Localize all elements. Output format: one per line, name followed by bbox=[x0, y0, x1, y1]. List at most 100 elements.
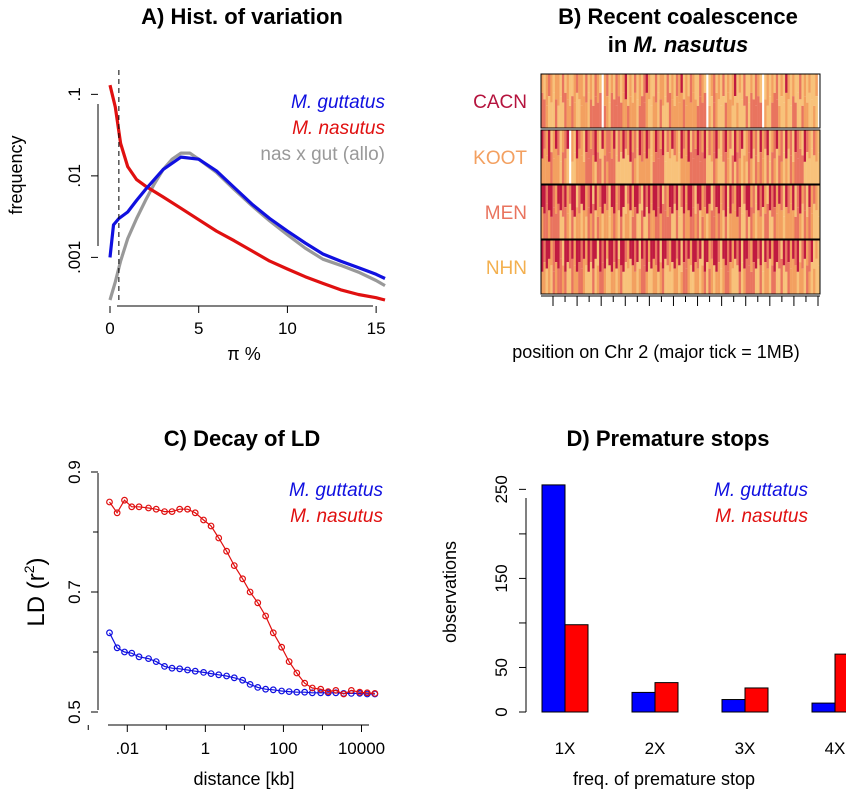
panel-b-cell bbox=[687, 130, 690, 162]
panel-b-cell bbox=[766, 240, 770, 269]
panel-b-cell bbox=[680, 92, 684, 128]
panel-b-cell bbox=[552, 185, 556, 208]
panel-b-cell bbox=[575, 92, 579, 128]
panel-c-point bbox=[223, 672, 230, 680]
panel-b-cell bbox=[778, 105, 781, 128]
panel-b-cell bbox=[699, 161, 702, 184]
panel-b-cell bbox=[617, 130, 621, 162]
panel-b-cell bbox=[610, 185, 614, 208]
panel-a-legend-nasutus: M. nasutus bbox=[292, 118, 385, 139]
panel-b-cell bbox=[685, 240, 688, 269]
panel-b-cell bbox=[575, 185, 579, 208]
panel-b-cell bbox=[666, 152, 670, 184]
panel-b-cell bbox=[668, 185, 672, 208]
panel-b-cell bbox=[592, 105, 595, 128]
panel-b-cell bbox=[624, 130, 628, 149]
panel-a-line-m-guttatus bbox=[108, 155, 386, 280]
panel-b-cell bbox=[813, 268, 816, 294]
panel-b-cell bbox=[559, 130, 563, 162]
panel-b-cell bbox=[661, 240, 665, 269]
panel-a-series bbox=[108, 84, 386, 302]
panel-b-cell bbox=[603, 74, 607, 106]
panel-b-cell bbox=[552, 271, 556, 294]
panel-b-cell bbox=[757, 74, 760, 97]
panel-b-cell bbox=[706, 262, 709, 294]
panel-c-point bbox=[262, 685, 270, 693]
panel-b-cell bbox=[678, 74, 681, 103]
panel-b-cell bbox=[787, 130, 790, 149]
panel-b-cell bbox=[764, 148, 767, 184]
panel-b-cell bbox=[682, 262, 686, 294]
panel-b-cell bbox=[699, 185, 702, 211]
panel-b-cell bbox=[757, 210, 760, 239]
panel-b-cell bbox=[780, 185, 783, 211]
panel-d-bar-m-nasutus-2x bbox=[654, 682, 679, 713]
panel-b-cell bbox=[541, 185, 544, 208]
panel-b-cell bbox=[785, 92, 788, 128]
panel-b-cell bbox=[541, 74, 544, 93]
panel-b-cell bbox=[754, 240, 758, 269]
panel-b-cell bbox=[792, 130, 795, 162]
panel-b-cell bbox=[631, 74, 635, 103]
panel-b-cell bbox=[666, 102, 670, 128]
panel-b-cell bbox=[715, 207, 718, 239]
panel-b-cell bbox=[713, 240, 716, 266]
panel-b-cell bbox=[759, 74, 763, 103]
panel-b-cell bbox=[738, 74, 742, 93]
panel-b-row-men: MEN bbox=[485, 184, 821, 240]
panel-b-cell bbox=[587, 271, 591, 294]
panel-b-cell bbox=[813, 105, 816, 128]
panel-b-cell bbox=[552, 74, 556, 93]
panel-c-point bbox=[215, 534, 223, 542]
panel-b-cell bbox=[717, 240, 721, 263]
panel-b-cell bbox=[729, 74, 732, 100]
panel-b-cell bbox=[752, 99, 756, 128]
panel-b-cell bbox=[603, 105, 607, 128]
panel-b-cell bbox=[582, 258, 586, 294]
panel-b-cell bbox=[710, 96, 714, 128]
panel-c-point bbox=[113, 644, 121, 652]
panel-b-cell bbox=[582, 130, 586, 162]
panel-b-cell bbox=[785, 240, 788, 272]
panel-b-cell bbox=[722, 74, 725, 97]
panel-b-cell bbox=[789, 240, 793, 269]
panel-b-cell bbox=[673, 74, 677, 106]
panel-b-cell bbox=[731, 268, 735, 294]
panel-b-cell bbox=[759, 102, 763, 128]
panel-b-cell bbox=[745, 240, 749, 259]
panel-b-cell bbox=[654, 240, 658, 266]
panel-b-cell bbox=[647, 148, 651, 184]
panel-b-cell bbox=[771, 240, 774, 266]
panel-c-series-m-guttatus bbox=[106, 629, 379, 698]
panel-b-cell bbox=[664, 240, 667, 259]
panel-b-cell bbox=[578, 213, 581, 239]
panel-b-cell bbox=[592, 74, 595, 106]
panel-b-cell bbox=[743, 203, 746, 239]
panel-b-cell bbox=[566, 148, 570, 184]
panel-b-cell bbox=[585, 240, 588, 266]
panel-b-cell bbox=[566, 130, 570, 149]
panel-b-cell bbox=[547, 161, 551, 184]
panel-a-line-m-nasutus bbox=[108, 84, 386, 302]
panel-c-point bbox=[106, 498, 113, 506]
panel-b-rows: CACN KOOT MEN NHN bbox=[473, 73, 821, 295]
panel-b-cell bbox=[787, 185, 790, 214]
panel-b-cell bbox=[720, 240, 723, 269]
panel-b-cell bbox=[771, 130, 774, 153]
panel-d-y-tick-label: 0 bbox=[492, 707, 511, 716]
panel-b-cell bbox=[806, 74, 809, 103]
panel-b-cell bbox=[645, 92, 649, 128]
panel-b-cell bbox=[792, 185, 795, 211]
panel-b-cell bbox=[606, 185, 609, 211]
panel-a-x-label: π % bbox=[227, 344, 260, 364]
panel-b-cell bbox=[713, 130, 716, 153]
panel-b-cell bbox=[713, 185, 716, 217]
panel-b-cell bbox=[615, 155, 618, 184]
panel-b-cell bbox=[745, 210, 749, 239]
panel-b-cell bbox=[552, 207, 556, 239]
panel-d-bar-m-guttatus-1x bbox=[541, 484, 566, 713]
panel-b-cell bbox=[701, 102, 704, 128]
panel-b-cell bbox=[608, 152, 611, 184]
panel-b-cell bbox=[682, 213, 686, 239]
panel-b-cell bbox=[571, 96, 574, 128]
